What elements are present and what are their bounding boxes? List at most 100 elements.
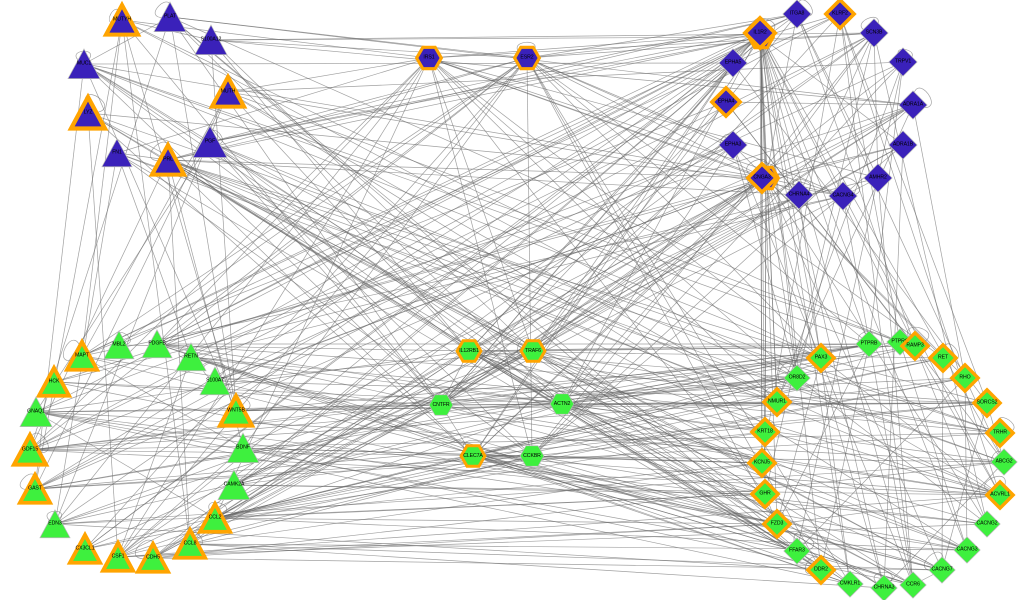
graph-edge — [796, 61, 904, 552]
graph-node-cntfr[interactable]: CNTFR — [428, 393, 454, 418]
graph-node-traf6[interactable]: TRAF6 — [519, 339, 547, 364]
graph-node-gdf15[interactable]: GDF15 — [10, 430, 50, 467]
graph-edge — [914, 345, 1001, 496]
graph-node-il12rb1[interactable]: IL12RB1 — [455, 339, 483, 364]
graph-node-prl[interactable]: PRL — [148, 140, 188, 177]
graph-node-mbl2[interactable]: MBL2 — [103, 329, 135, 361]
graph-node-acvrl1[interactable]: ACVRL1 — [984, 479, 1016, 511]
graph-node-gnaq1[interactable]: GNAQ1 — [19, 395, 53, 429]
graph-edge — [35, 411, 216, 519]
graph-edge — [532, 350, 943, 571]
graph-edge — [116, 57, 430, 154]
diamond-glyph-icon — [836, 570, 864, 598]
graph-node-trpv1[interactable]: TRPV1 — [888, 47, 918, 77]
graph-edge — [121, 19, 798, 379]
graph-node-muth[interactable]: MUTH — [208, 72, 248, 109]
graph-edge — [242, 447, 988, 525]
graph-node-ghr[interactable]: GHR — [749, 478, 781, 510]
graph-node-hck[interactable]: HCK — [35, 363, 73, 398]
graph-edge — [156, 57, 528, 345]
graph-node-cacng2[interactable]: CACNG2 — [973, 510, 1001, 538]
graph-node-actn2[interactable]: ACTN2 — [549, 392, 575, 417]
graph-edge — [29, 377, 798, 451]
graph-edge — [210, 39, 528, 59]
graph-node-muc1[interactable]: MUC1 — [67, 47, 101, 81]
graph-node-cnga3[interactable]: CNGA3 — [745, 161, 779, 195]
graph-edge — [34, 19, 123, 490]
graph-node-gast[interactable]: GAST — [16, 470, 54, 505]
graph-edge — [121, 19, 442, 406]
graph-node-bdnf[interactable]: BDNF — [226, 431, 260, 465]
graph-node-s100a12[interactable]: S100A12 — [194, 23, 228, 57]
graph-edge — [29, 401, 778, 451]
graph-node-abcg2[interactable]: ABCG2 — [990, 448, 1018, 476]
graph-node-il1r2[interactable]: IL1R2 — [742, 15, 778, 51]
graph-edge — [798, 194, 851, 585]
graph-node-chrna4[interactable]: CHRNA4 — [784, 180, 814, 210]
diamond-glyph-icon — [984, 417, 1016, 449]
graph-node-wnt5b[interactable]: WNT5B — [216, 391, 256, 428]
graph-node-rho[interactable]: RHO — [949, 362, 981, 394]
graph-edge — [776, 494, 1001, 525]
graph-node-camk2a[interactable]: CAMK2A — [217, 468, 251, 502]
graph-node-epha3[interactable]: EPHA3 — [718, 130, 748, 160]
graph-node-csf1[interactable]: CSF1 — [99, 538, 137, 573]
triangle-glyph-icon — [39, 509, 71, 539]
diamond-glyph-icon — [899, 571, 927, 599]
triangle-glyph-icon — [134, 539, 172, 574]
graph-node-ddr2[interactable]: DDR2 — [805, 554, 837, 586]
graph-node-itga8[interactable]: ITGA8 — [782, 0, 812, 29]
graph-node-adra1b[interactable]: ADRA1B — [888, 130, 918, 160]
graph-edge — [54, 404, 442, 525]
graph-edge — [468, 350, 944, 359]
graph-node-esr2[interactable]: ESR2 — [512, 45, 542, 71]
graph-node-cdh5[interactable]: CDH5 — [134, 539, 172, 574]
graph-node-kcnj5[interactable]: KCNJ5 — [746, 447, 778, 479]
graph-node-trhr[interactable]: TRHR — [984, 417, 1016, 449]
graph-node-plat[interactable]: PLAT — [153, 0, 187, 34]
graph-edge — [531, 61, 904, 457]
graph-node-scn3b[interactable]: SCN3B — [859, 18, 889, 48]
graph-node-klrf2[interactable]: KLRF2 — [823, 0, 857, 31]
graph-node-epha5[interactable]: EPHA5 — [718, 48, 748, 78]
graph-node-ptprb[interactable]: PTPRB — [855, 330, 883, 358]
diamond-glyph-icon — [855, 330, 883, 358]
graph-node-adra1a[interactable]: ADRA1A — [898, 90, 928, 120]
graph-node-sorcs2[interactable]: SORCS2 — [971, 387, 1003, 419]
graph-node-clec7a[interactable]: CLEC7A — [459, 444, 487, 469]
graph-node-fn1[interactable]: FN1 — [101, 137, 133, 169]
graph-node-cckbr[interactable]: CCKBR — [519, 444, 545, 469]
graph-node-mapt[interactable]: MAPT — [63, 337, 101, 372]
graph-node-ccr6[interactable]: CCR6 — [899, 571, 927, 599]
graph-node-krt18[interactable]: KRT18 — [749, 416, 781, 448]
graph-node-fzd3[interactable]: FZD3 — [761, 508, 793, 540]
graph-edge — [53, 381, 442, 406]
graph-node-pgf[interactable]: PGF — [192, 124, 228, 160]
graph-node-pax3[interactable]: PAX3 — [805, 342, 837, 374]
graph-node-ccl8[interactable]: CCL8 — [171, 525, 209, 560]
graph-node-nmur1[interactable]: NMUR1 — [761, 386, 793, 418]
graph-node-ramp3[interactable]: RAMP3 — [899, 330, 931, 362]
graph-edge — [118, 57, 528, 346]
graph-node-mutyh[interactable]: MUTYH — [102, 0, 142, 37]
graph-edge — [117, 32, 761, 558]
graph-edge — [29, 159, 169, 451]
graph-node-pdgfb[interactable]: PDGFB — [141, 328, 173, 360]
graph-node-chrna3[interactable]: CHRNA3 — [870, 574, 898, 600]
graph-edge — [83, 63, 901, 343]
graph-node-epha4[interactable]: EPHA4 — [709, 85, 743, 119]
graph-edge — [167, 159, 1001, 496]
graph-node-irs1[interactable]: IRS1 — [414, 45, 444, 71]
graph-node-s100a7[interactable]: S100A7 — [199, 365, 231, 397]
graph-node-lyz[interactable]: LYZ — [67, 92, 109, 131]
graph-node-cmklr1[interactable]: CMKLR1 — [836, 570, 864, 598]
graph-node-cacng4[interactable]: CACNG4 — [828, 181, 858, 211]
graph-node-edn3[interactable]: EDN3 — [39, 508, 71, 540]
graph-node-cx3cl1[interactable]: CX3CL1 — [66, 530, 104, 565]
graph-node-cacng7[interactable]: CACNG7 — [928, 556, 956, 584]
graph-edge — [81, 36, 762, 357]
graph-node-cacng3[interactable]: CACNG3 — [953, 536, 981, 564]
graph-node-amhr2[interactable]: AMHR2 — [863, 163, 893, 193]
graph-edge — [34, 343, 870, 490]
